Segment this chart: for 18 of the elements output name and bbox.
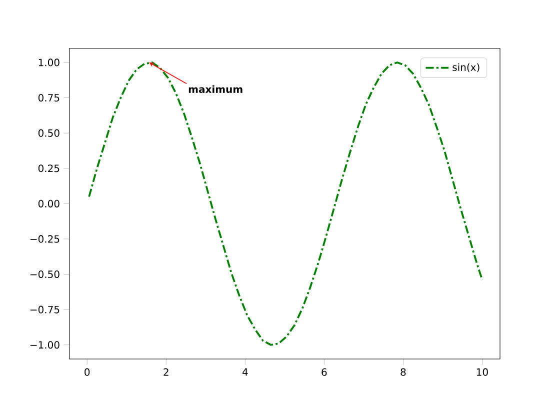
y-tick-label: 1.00 bbox=[38, 58, 60, 66]
annotation: maximum bbox=[188, 85, 242, 93]
y-tick-label: −0.75 bbox=[30, 306, 60, 314]
x-tick-label: 4 bbox=[242, 368, 248, 376]
y-tick-label: 0.50 bbox=[38, 129, 60, 137]
line-series bbox=[88, 62, 484, 346]
y-tick-label: 0.00 bbox=[38, 200, 60, 208]
x-tick-label: 10 bbox=[476, 368, 488, 376]
y-tick-label: 0.25 bbox=[38, 164, 60, 172]
y-tick-label: −1.00 bbox=[30, 341, 60, 349]
legend-label: sin(x) bbox=[452, 63, 480, 72]
y-tick-label: 0.75 bbox=[38, 94, 60, 102]
x-tick-label: 6 bbox=[322, 368, 327, 376]
x-tick-label: 0 bbox=[84, 368, 90, 376]
y-tick-label: −0.50 bbox=[30, 270, 60, 278]
x-tick-label: 8 bbox=[400, 368, 406, 376]
x-tick-label: 2 bbox=[164, 368, 168, 376]
y-tick-label: −0.25 bbox=[30, 235, 60, 243]
